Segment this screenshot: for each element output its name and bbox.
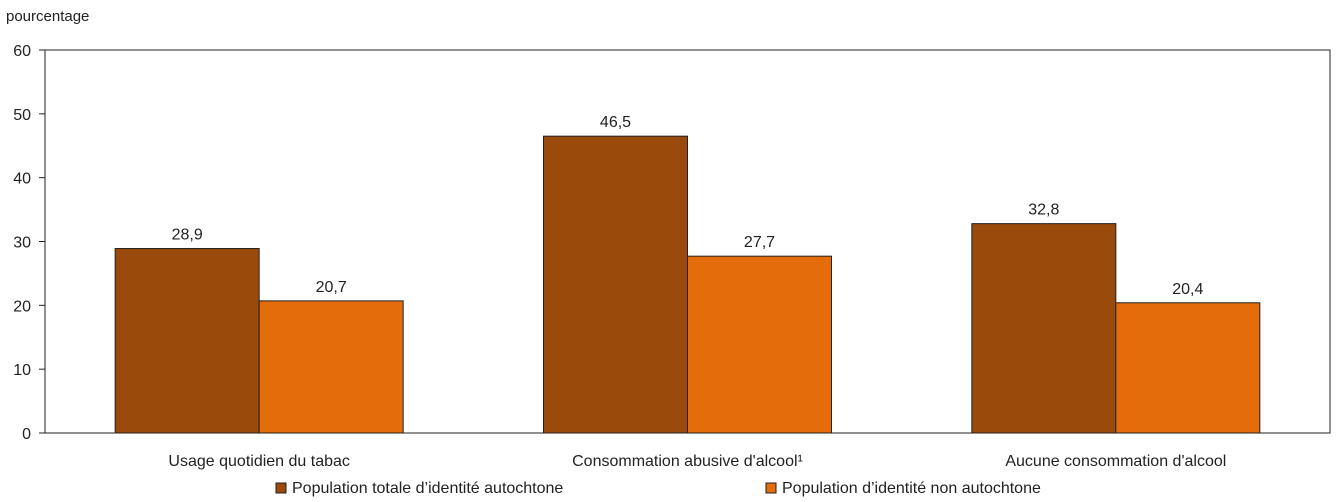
x-tick-label: Consommation abusive d'alcool¹ [572,453,803,470]
y-tick-label: 60 [13,43,31,60]
y-axis-label: pourcentage [6,8,89,25]
bar [543,135,688,434]
y-axis: 0 10 20 30 40 50 60 [13,43,45,443]
bar [114,248,260,434]
x-axis: Usage quotidien du tabac Consommation abu… [168,453,1226,470]
legend: Population totale d’identité autochtone P… [275,480,1041,497]
data-label: 28,9 [172,227,203,244]
bar [971,223,1117,434]
legend-swatch [765,482,777,494]
y-tick-label: 20 [13,298,31,315]
y-tick-label: 30 [13,235,31,252]
data-label: 46,5 [600,114,631,131]
value-labels: 28,9 20,7 46,5 27,7 32,8 20,4 [172,114,1204,298]
y-tick-label: 10 [13,362,31,379]
data-label: 20,7 [316,279,347,296]
data-label: 32,8 [1028,202,1059,219]
x-tick-label: Aucune consommation d'alcool [1005,453,1226,470]
legend-label: Population totale d’identité autochtone [292,480,563,497]
legend-swatch [275,482,287,494]
bar [258,300,404,434]
plot-frame [44,49,1331,434]
data-label: 27,7 [744,234,775,251]
bar [1115,302,1261,434]
bar [687,255,832,434]
x-tick-label: Usage quotidien du tabac [168,453,349,470]
data-label: 20,4 [1172,281,1203,298]
legend-label: Population d’identité non autochtone [782,480,1041,497]
y-tick-label: 40 [13,171,31,188]
bars [114,135,1261,434]
y-tick-label: 0 [22,426,31,443]
y-tick-label: 50 [13,107,31,124]
